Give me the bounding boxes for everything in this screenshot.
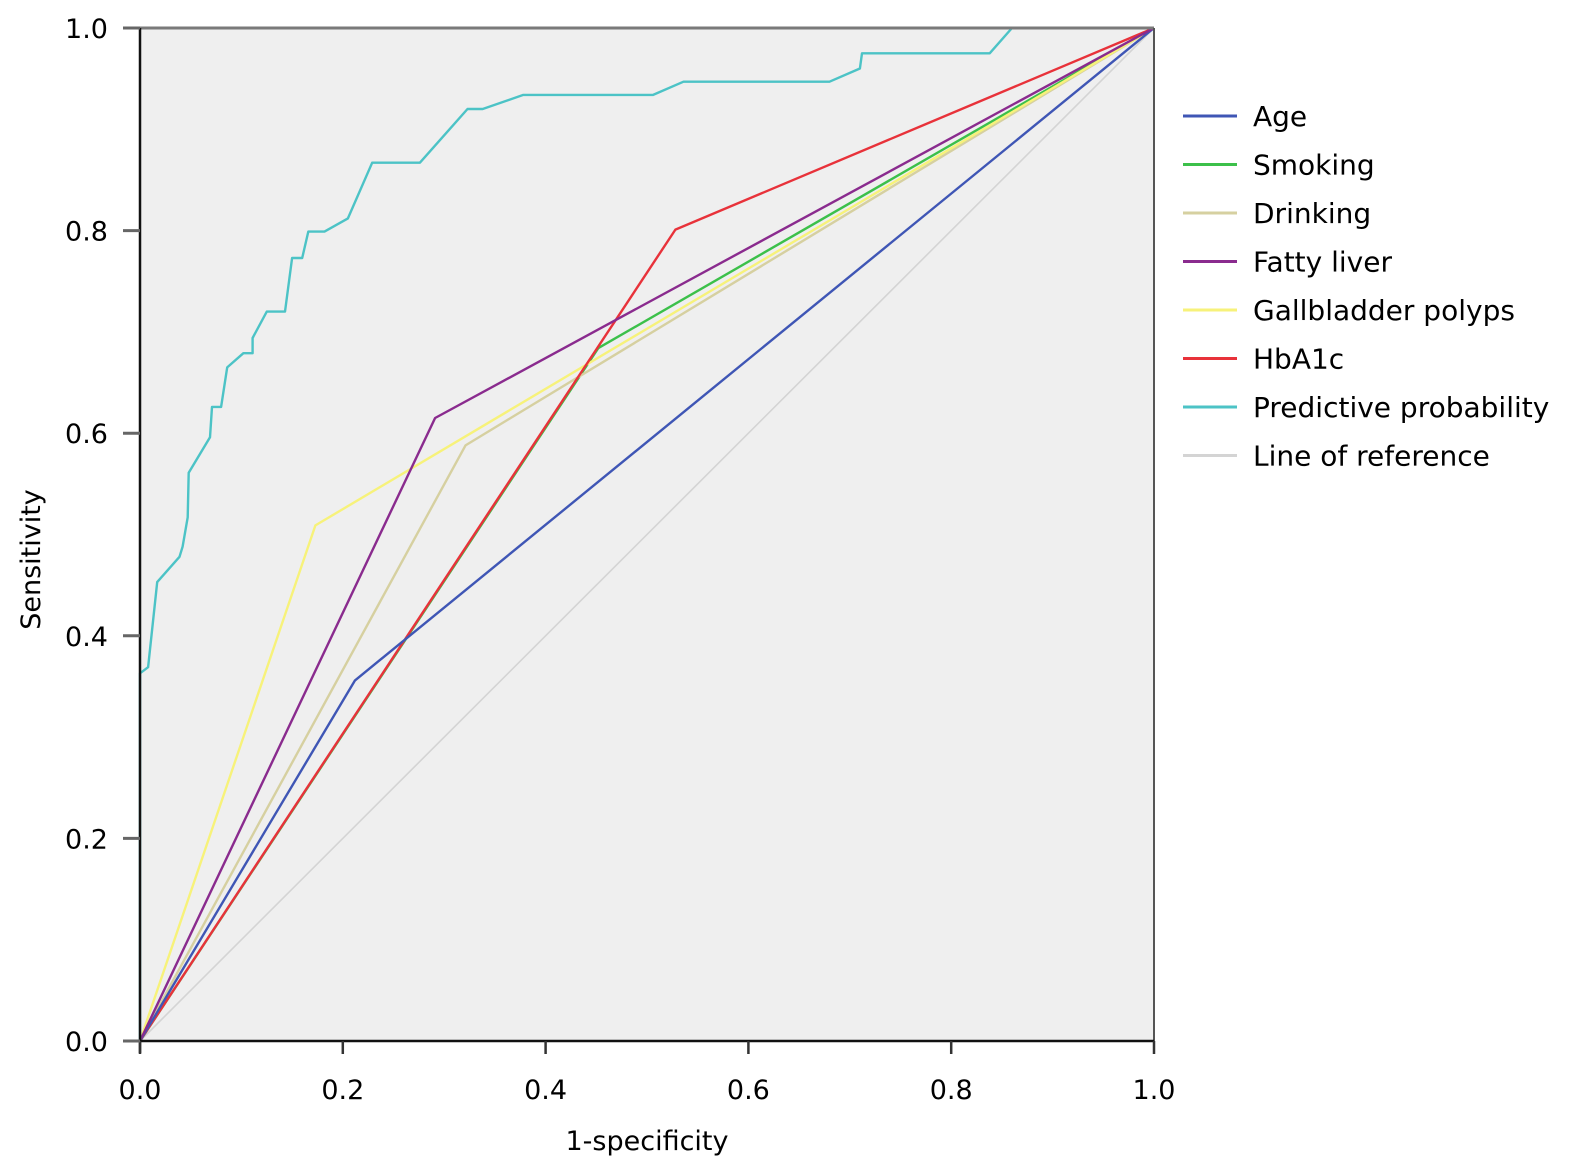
- legend-item-predictive-probability: Predictive probability: [1183, 391, 1549, 424]
- y-tick-label: 0.2: [65, 824, 108, 855]
- legend-item-line-of-reference: Line of reference: [1183, 440, 1490, 473]
- x-tick-label: 1.0: [1133, 1075, 1176, 1106]
- legend-label: Smoking: [1253, 149, 1375, 182]
- y-tick-label: 0.0: [65, 1027, 108, 1058]
- x-tick-label: 0.4: [524, 1075, 567, 1106]
- legend-item-age: Age: [1183, 100, 1307, 133]
- legend-label: Line of reference: [1253, 440, 1490, 473]
- x-tick-label: 0.0: [119, 1075, 162, 1106]
- series-line-fatty-liver: [138, 26, 1155, 1042]
- x-tick-label: 0.6: [727, 1075, 770, 1106]
- y-axis-title: Sensitivity: [16, 489, 47, 630]
- y-axis-ticks: 0.0 0.2 0.4 0.6 0.8 1.0: [65, 14, 140, 1058]
- y-tick-label: 0.8: [65, 217, 108, 248]
- series-line-line-of-reference: [139, 27, 1155, 1042]
- legend-label: Gallbladder polyps: [1253, 294, 1515, 327]
- legend-item-drinking: Drinking: [1183, 197, 1371, 230]
- legend-item-hba1c: HbA1c: [1183, 343, 1344, 376]
- y-tick-label: 1.0: [65, 14, 108, 45]
- legend-label: Drinking: [1253, 197, 1371, 230]
- axes-layer: [128, 26, 1155, 1053]
- y-tick-label: 0.6: [65, 419, 108, 450]
- x-tick-label: 0.2: [321, 1075, 364, 1106]
- legend-label: Predictive probability: [1253, 391, 1549, 424]
- series-line-drinking: [138, 26, 1155, 1042]
- series-line-predictive-probability: [138, 26, 1154, 1041]
- legend-label: HbA1c: [1253, 343, 1344, 376]
- legend-item-smoking: Smoking: [1183, 149, 1375, 182]
- y-tick-label: 0.4: [65, 622, 108, 653]
- x-tick-label: 0.8: [930, 1075, 973, 1106]
- legend-item-fatty-liver: Fatty liver: [1183, 246, 1392, 279]
- x-axis-title: 1-specificity: [565, 1126, 728, 1157]
- legend-label: Age: [1253, 100, 1307, 133]
- series-line-age: [138, 27, 1155, 1042]
- series-layer: [138, 26, 1155, 1042]
- x-axis-ticks: 0.0 0.2 0.4 0.6 0.8 1.0: [119, 1041, 1176, 1106]
- series-line-hba1c: [138, 26, 1155, 1042]
- legend-label: Fatty liver: [1253, 246, 1392, 279]
- legend: Age Smoking Drinking Fatty liver Gallbladder…: [1183, 100, 1549, 473]
- legend-item-gallbladder-polyps: Gallbladder polyps: [1183, 294, 1515, 327]
- series-line-gallbladder-polyps: [138, 26, 1155, 1042]
